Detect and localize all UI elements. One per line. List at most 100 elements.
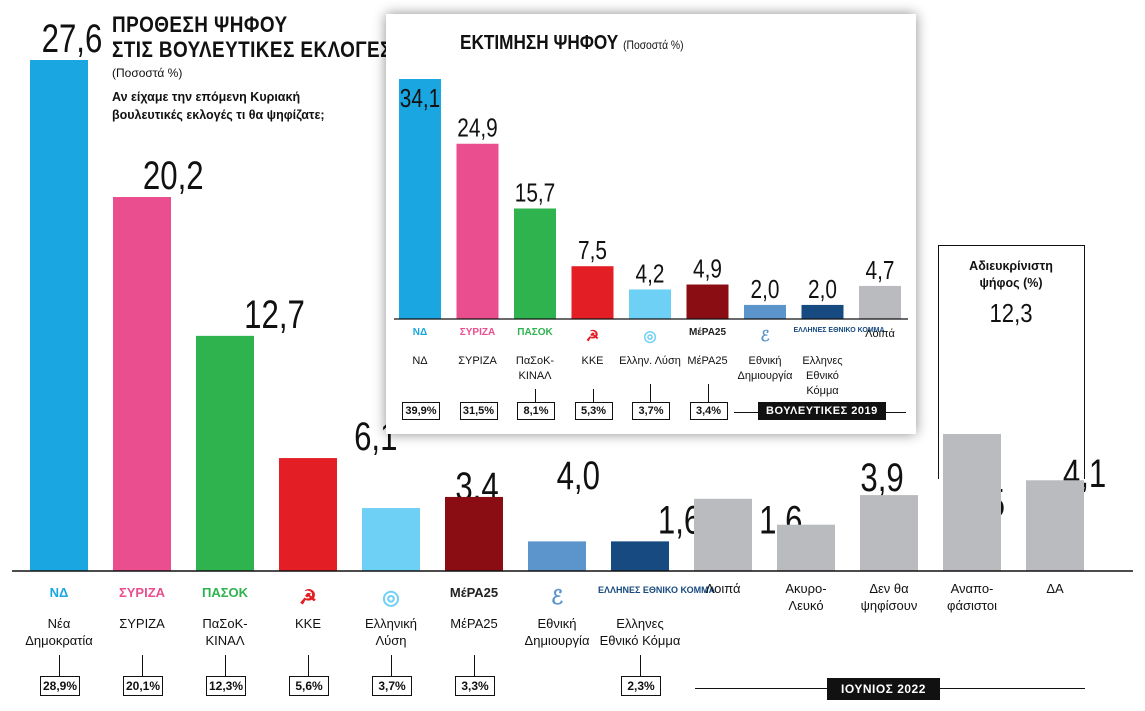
inset-party-logo-syriza: ΣΥΡΙΖΑ (459, 327, 496, 338)
category-label-6: ΜέΡΑ25 (450, 616, 498, 631)
bar-value-label-2: 20,2 (143, 153, 204, 198)
bar-3 (196, 335, 254, 571)
inset-bar-chart: 34,1 24,9 15,7 7,5 4,2 4,9 2,0 2,0 4,7 (394, 79, 908, 320)
inset-bar-value-label-3: 15,7 (515, 178, 555, 207)
inset-category-label-1: ΝΔ (412, 355, 428, 367)
inset-election-result-1: 39,9% (402, 402, 440, 420)
party-logo-ellines: ΕΛΛΗΝΕΣ ΕΘΝΙΚΟ ΚΟΜΜΑ (598, 585, 716, 595)
footer-line-right (940, 688, 1085, 689)
bar-13 (1026, 480, 1084, 571)
inset-election-result-2: 31,5% (459, 402, 498, 420)
bar-10 (777, 524, 835, 571)
inset-category-label-5: Ελλην. Λύση (619, 355, 681, 367)
previous-result-8: 2,3% (621, 676, 661, 696)
inset-election-connector-5 (650, 384, 651, 402)
inset-bar-2 (456, 143, 499, 319)
inset-election-result-3: 8,1% (517, 402, 555, 420)
inset-bar-1 (399, 79, 441, 319)
footer-line-left (695, 688, 830, 689)
chart-title-line1: ΠΡΟΘΕΣΗ ΨΗΦΟΥ (112, 12, 288, 37)
bar-1 (30, 60, 88, 571)
inset-bar-value-label-6: 4,9 (693, 254, 722, 283)
inset-election-connector-6 (707, 384, 709, 402)
bar-11 (860, 495, 918, 571)
bar-value-label-7: 1,6 (658, 498, 701, 543)
bar-value-label-3: 12,7 (244, 292, 305, 337)
previous-result-connector-2 (142, 655, 143, 676)
inset-party-logo-ethniki: ℰ (760, 328, 770, 345)
survey-question: Αν είχαμε την επόμενη Κυριακή βουλευτικέ… (112, 90, 325, 122)
bar-2 (113, 197, 171, 571)
party-logo-nd: ΝΔ (49, 585, 69, 600)
chart-subtitle: (Ποσοστά %) (112, 66, 183, 80)
inset-election-connector-3 (535, 389, 536, 402)
party-logo-ellisi: ◎ (382, 587, 400, 609)
undecided-value: 12,3 (989, 298, 1033, 328)
inset-elections-tag: ΒΟΥΛΕΥΤΙΚΕΣ 2019 (758, 402, 886, 420)
inset-bar-7 (744, 304, 786, 319)
category-label-8: Ελληνες Εθνικό Κόμμα (599, 616, 681, 648)
previous-result-3: 12,3% (206, 676, 246, 696)
inset-party-logo-ellines: ΕΛΛΗΝΕΣ ΕΘΝΙΚΟ ΚΟΜΜΑ (793, 327, 885, 334)
bar-4 (279, 458, 337, 571)
party-logo-ethniki: ℰ (550, 587, 564, 609)
category-label-13: ΔΑ (1046, 581, 1064, 596)
inset-footer-line-left (734, 412, 758, 413)
category-label-10: Ακυρο- Λευκό (785, 581, 827, 613)
inset-bar-3 (514, 208, 556, 319)
inset-category-label-4: ΚΚΕ (581, 355, 604, 367)
inset-category-label-7: Εθνική Δημιουργία (737, 355, 793, 382)
inset-title-text: ΕΚΤΙΜΗΣΗ ΨΗΦΟΥ (460, 32, 619, 54)
category-label-7: Εθνική Δημιουργία (524, 616, 590, 648)
category-label-9: Λοιπά (705, 581, 741, 596)
inset-category-label-9: Λοιπά (865, 328, 895, 340)
previous-result-connector-1 (59, 655, 60, 676)
bar-8 (611, 541, 669, 571)
party-logo-kke: ☭ (299, 587, 317, 609)
previous-result-1: 28,9% (40, 676, 80, 696)
inset-bar-5 (629, 289, 671, 319)
chart-header: ΠΡΟΘΕΣΗ ΨΗΦΟΥ ΣΤΙΣ ΒΟΥΛΕΥΤΙΚΕΣ ΕΚΛΟΓΕΣ (… (112, 12, 437, 124)
previous-result-2: 20,1% (123, 676, 163, 696)
inset-bar-value-label-4: 7,5 (578, 236, 607, 265)
party-logo-pasok: ΠΑΣΟΚ (201, 585, 249, 600)
vote-estimate-inset: 34,1 24,9 15,7 7,5 4,2 4,9 2,0 2,0 4,7 ΕΚΤΙΜΗΣΗ … (386, 14, 916, 434)
inset-party-logo-kke: ☭ (585, 328, 600, 345)
inset-bar-4 (571, 266, 614, 319)
inset-party-logo-pasok: ΠΑΣΟΚ (517, 327, 553, 338)
category-label-3: ΠαΣοΚ- ΚΙΝΑΛ (202, 616, 248, 648)
inset-election-result-6: 3,4% (689, 402, 728, 420)
previous-result-connector-6 (474, 655, 475, 676)
inset-election-result-4: 5,3% (574, 402, 613, 420)
category-label-2: ΣΥΡΙΖΑ (119, 616, 165, 631)
bar-7 (528, 541, 586, 571)
inset-category-label-2: ΣΥΡΙΖΑ (458, 355, 497, 367)
previous-result-5: 3,7% (372, 676, 412, 696)
inset-category-label-6: ΜέΡΑ25 (687, 355, 728, 367)
bar-value-label-9: 3,9 (860, 455, 903, 500)
party-logo-syriza: ΣΥΡΙΖΑ (118, 585, 166, 600)
undecided-box (938, 245, 1085, 479)
inset-bar-value-label-2: 24,9 (457, 114, 497, 143)
previous-result-connector-3 (225, 655, 226, 676)
previous-result-connector-4 (308, 655, 309, 676)
undecided-title: Αδιευκρίνιστη ψήφος (%) (969, 259, 1053, 290)
bar-5 (362, 508, 420, 571)
inset-bar-6 (686, 284, 729, 319)
category-label-1: Νέα Δημοκρατία (25, 616, 93, 648)
inset-election-connector-4 (592, 389, 594, 402)
previous-result-connector-8 (640, 655, 641, 676)
inset-category-label-3: ΠαΣοΚ- ΚΙΝΑΛ (515, 355, 555, 382)
inset-bar-8 (801, 304, 844, 319)
category-label-4: ΚΚΕ (294, 616, 321, 631)
inset-party-logo-nd: ΝΔ (412, 327, 428, 338)
inset-bar-value-label-7: 2,0 (751, 275, 780, 304)
category-label-5: Ελληνική Λύση (364, 616, 418, 648)
footer-date-tag: ΙΟΥΝΙΟΣ 2022 (827, 678, 940, 700)
inset-election-result-5: 3,7% (632, 402, 670, 420)
category-label-11: Δεν θα ψηφίσουν (860, 581, 918, 613)
inset-bar-value-label-9: 4,7 (866, 256, 895, 285)
bar-value-label-1: 27,6 (42, 16, 103, 61)
inset-bar-value-label-1: 34,1 (400, 84, 440, 113)
